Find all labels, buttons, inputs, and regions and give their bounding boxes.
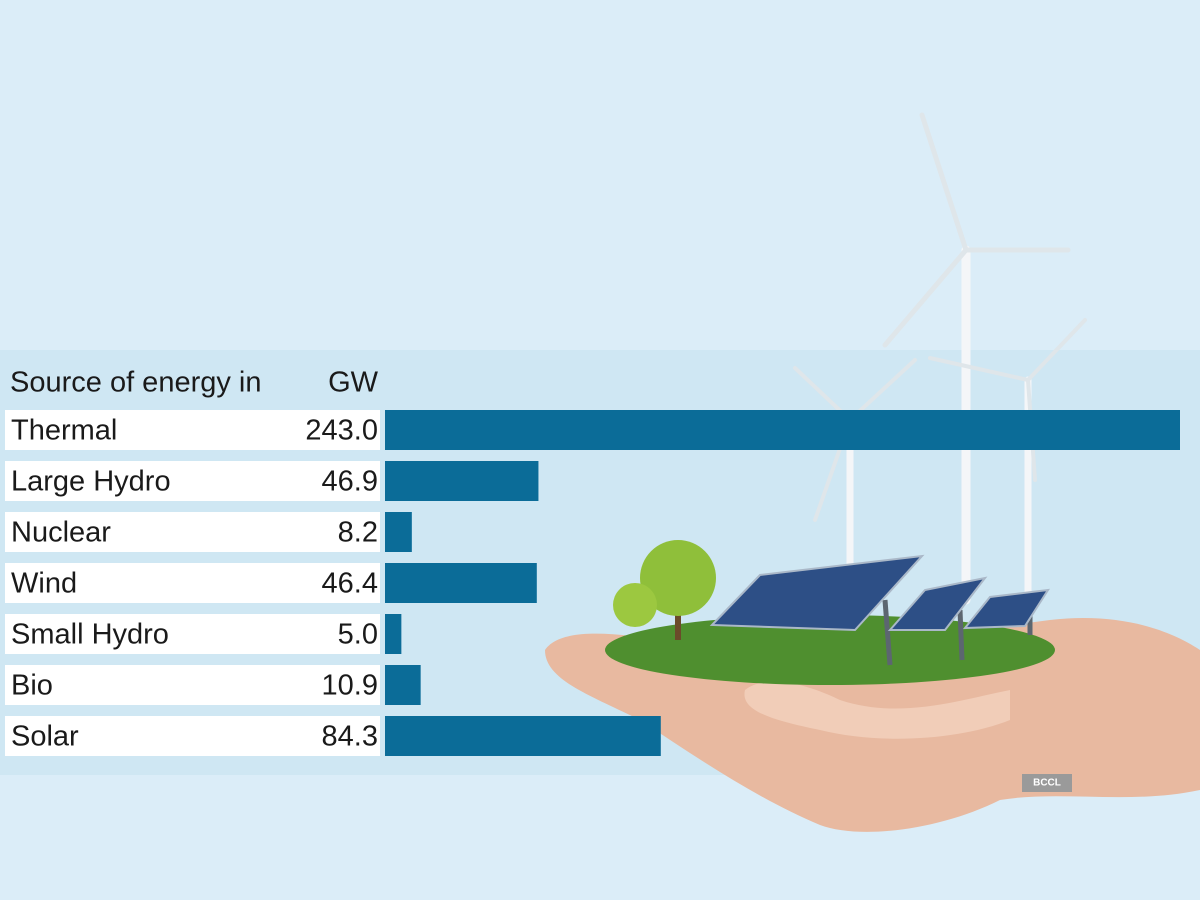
bar <box>385 665 421 705</box>
label-cell <box>5 410 380 450</box>
value-label: 8.2 <box>338 517 378 549</box>
bar <box>385 716 661 756</box>
credit-box <box>1022 774 1072 792</box>
value-label: 46.9 <box>322 466 378 498</box>
label-cell <box>5 461 380 501</box>
unit: GW <box>328 367 379 399</box>
illustration <box>545 112 1200 832</box>
tree <box>613 540 716 640</box>
solar-panel <box>962 588 1050 630</box>
bar <box>385 614 402 654</box>
category-label: Nuclear <box>11 517 111 549</box>
category-label: Small Hydro <box>11 619 169 651</box>
value-label: 243.0 <box>305 415 378 447</box>
label-cell <box>5 665 380 705</box>
solar-panel <box>709 554 925 632</box>
solar-panel <box>887 576 988 631</box>
value-label: 46.4 <box>322 568 378 600</box>
category-label: Solar <box>11 721 79 753</box>
bar <box>385 410 1180 450</box>
value-label: 84.3 <box>322 721 378 753</box>
bar <box>385 512 412 552</box>
value-label: 10.9 <box>322 670 378 702</box>
category-label: Thermal <box>11 415 117 447</box>
header: Source of energy in <box>10 367 261 399</box>
label-cell <box>5 716 380 756</box>
value-label: 5.0 <box>338 619 378 651</box>
bar <box>385 461 539 501</box>
category-label: Large Hydro <box>11 466 171 498</box>
label-cell <box>5 512 380 552</box>
category-label: Wind <box>11 568 77 600</box>
credit: BCCL <box>1033 778 1061 789</box>
label-cell <box>5 563 380 603</box>
label-cell <box>5 614 380 654</box>
grass <box>605 615 1055 685</box>
thumb <box>744 681 1010 739</box>
category-label: Bio <box>11 670 53 702</box>
bar <box>385 563 537 603</box>
